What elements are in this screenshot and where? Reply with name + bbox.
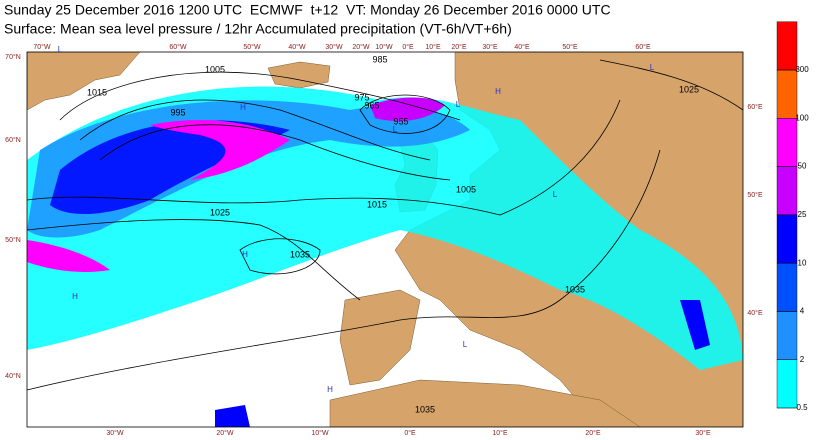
colorbar-label: 25 — [798, 210, 807, 219]
pressure-centre: L — [553, 190, 558, 199]
colorbar-band — [776, 21, 798, 71]
isobar-label: 975 — [354, 92, 369, 102]
longitude-label: 20°E — [451, 43, 467, 51]
precip-intense-3 — [27, 240, 110, 273]
longitude-label: 50°E — [562, 43, 578, 51]
greenland — [27, 52, 141, 111]
longitude-label: 0°E — [402, 43, 414, 51]
colorbar-band — [776, 69, 798, 119]
pressure-centre: L — [456, 100, 461, 109]
precip-heavy-2 — [680, 300, 710, 350]
longitude-label: 20°E — [585, 429, 601, 437]
isobar — [27, 99, 621, 216]
longitude-label: 30°W — [106, 429, 124, 437]
isobar-label: 1025 — [210, 207, 230, 217]
isobar-label: 1015 — [367, 199, 387, 209]
longitude-label: 60°E — [635, 43, 651, 51]
precip-heavy-3 — [215, 405, 250, 427]
isobar-label: 1035 — [415, 404, 435, 414]
longitude-label: 40°E — [514, 43, 530, 51]
colorbar-label: 300 — [795, 65, 809, 74]
isobar — [359, 94, 451, 134]
precip-intense-2 — [370, 97, 445, 122]
longitude-label: 20°W — [216, 429, 234, 437]
precipitation — [27, 86, 743, 427]
pressure-centre: L — [650, 63, 655, 72]
latitude-label: 40°E — [747, 309, 763, 317]
isobar — [59, 71, 461, 121]
isobar-label: 1035 — [565, 284, 585, 294]
colorbar-label: 4 — [800, 307, 805, 316]
latitude-label: 50°N — [5, 236, 21, 244]
latitude-label: 50°E — [747, 191, 763, 199]
longitude-label: 50°W — [243, 43, 261, 51]
pressure-centre: H — [242, 250, 248, 259]
longitude-label: 10°W — [311, 429, 329, 437]
iceland — [267, 61, 331, 89]
isobar-label: 1025 — [679, 84, 699, 94]
isobar-label: 995 — [170, 107, 185, 117]
longitude-label: 30°W — [325, 43, 343, 51]
map-area — [27, 52, 743, 427]
longitude-label: 10°W — [375, 43, 393, 51]
longitude-label: 10°E — [492, 429, 508, 437]
isobar-label: 965 — [364, 100, 379, 110]
isobar — [599, 59, 743, 111]
colorbar-label: 2 — [800, 355, 805, 364]
isobar-label: 1005 — [456, 184, 476, 194]
isobars — [27, 59, 743, 391]
longitude-label: 60°W — [169, 43, 187, 51]
north-africa — [329, 379, 641, 427]
latitude-label: 60°E — [747, 103, 763, 111]
colorbar-label: 50 — [798, 162, 807, 171]
header-line1: Sunday 25 December 2016 1200 UTC ECMWF t… — [4, 2, 611, 18]
longitude-label: 40°W — [288, 43, 306, 51]
isobar-label: 1015 — [87, 87, 107, 97]
pressure-centre: H — [327, 385, 333, 394]
longitude-label: 0°E — [404, 429, 416, 437]
colorbar-band — [776, 359, 798, 409]
isobar — [27, 219, 361, 301]
pressure-centre: H — [495, 87, 501, 96]
colorbar-band — [776, 118, 798, 167]
isobar-label: 1035 — [290, 249, 310, 259]
pressure-centre: L — [393, 125, 398, 134]
isobar — [99, 124, 451, 181]
iberia — [339, 289, 421, 386]
pressure-centre: H — [72, 292, 78, 301]
longitude-label: 10°E — [425, 43, 441, 51]
colorbar-label: 10 — [798, 258, 807, 267]
pressure-centre: L — [58, 45, 63, 54]
pressure-centre: H — [240, 103, 246, 112]
colorbar-band — [776, 311, 798, 360]
isobar — [239, 238, 321, 275]
latitude-label: 60°N — [5, 136, 21, 144]
isobar — [79, 99, 431, 161]
precip-intense — [150, 120, 290, 180]
colorbar-label: 0.5 — [796, 403, 808, 412]
longitude-label: 30°E — [695, 429, 711, 437]
isobar-label: 985 — [372, 54, 387, 64]
latitude-label: 40°N — [5, 372, 21, 380]
longitude-label: 70°W — [33, 43, 51, 51]
latitude-label: 70°N — [5, 53, 21, 61]
isobar — [27, 149, 661, 391]
colorbar-band — [776, 262, 798, 312]
isobar-label: 1005 — [205, 64, 225, 74]
colorbar-band — [776, 166, 798, 216]
isobar-label: 955 — [393, 116, 408, 126]
longitude-label: 30°E — [482, 43, 498, 51]
map-frame — [26, 51, 744, 428]
pressure-centre: L — [463, 340, 468, 349]
header-line2: Surface: Mean sea level pressure / 12hr … — [4, 21, 512, 37]
longitude-label: 20°W — [352, 43, 370, 51]
colorbar-band — [776, 214, 798, 264]
colorbar-label: 100 — [795, 113, 809, 122]
